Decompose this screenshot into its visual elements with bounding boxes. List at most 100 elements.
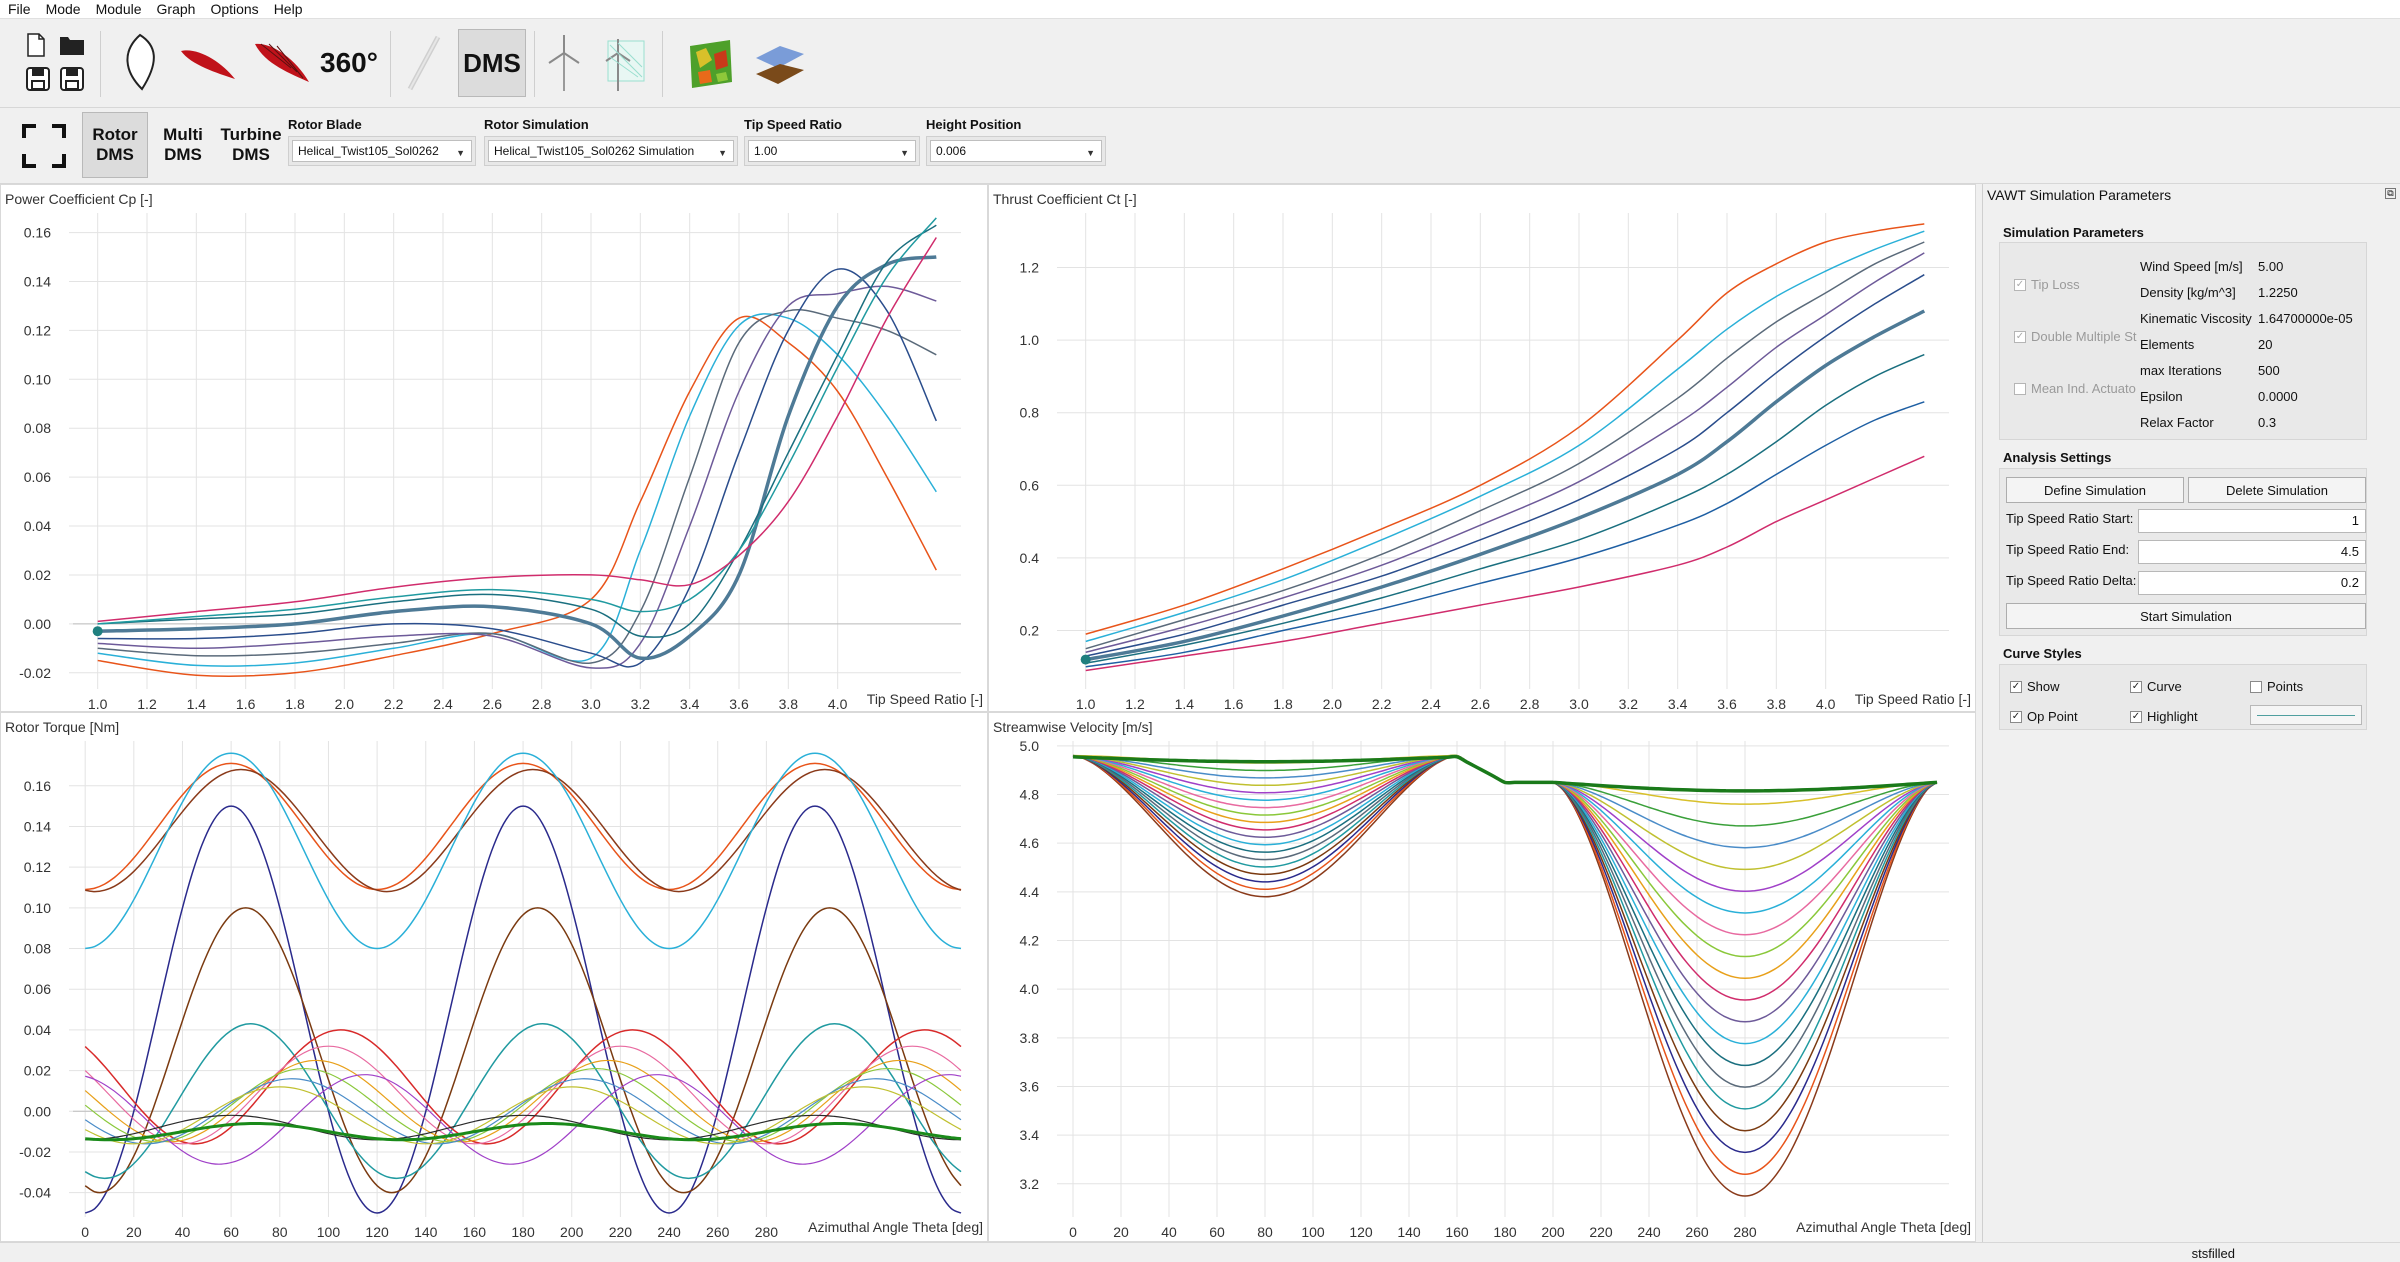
tsr-end-label: Tip Speed Ratio End:: [2006, 542, 2130, 557]
cp-x-tick-label: 1.6: [236, 696, 256, 712]
tsr-start-label: Tip Speed Ratio Start:: [2006, 511, 2134, 526]
velocity-plot-panel[interactable]: Streamwise Velocity [m/s] 0 20 40 60 80 100 12…: [988, 712, 1976, 1242]
velocity-x-axis-label: Azimuthal Angle Theta [deg]: [1796, 1219, 1971, 1235]
ct-x-tick-label: 3.2: [1619, 696, 1639, 712]
op-point-checkbox[interactable]: ✓ Op Point: [2010, 709, 2078, 724]
define-simulation-button[interactable]: Define Simulation: [2006, 477, 2184, 503]
start-simulation-button[interactable]: Start Simulation: [2006, 603, 2366, 629]
velocity-y-tick-label: 5.0: [1020, 738, 1040, 754]
cp-chart: 1.0 1.2 1.4 1.6 1.8 2.0 2.2 2.4 2.6 2.8 3.0 3.2 3.4 3…: [19, 213, 961, 712]
velocity-y-tick-label: 3.2: [1020, 1176, 1040, 1192]
hawt-turbine-icon[interactable]: [540, 29, 588, 97]
elements-value: 20: [2258, 337, 2273, 352]
menu-file[interactable]: File: [8, 1, 31, 17]
cp-y-tick-label: -0.02: [19, 665, 51, 681]
fullscreen-icon[interactable]: [14, 116, 74, 176]
new-file-icon[interactable]: [24, 31, 48, 59]
torque-y-tick-label: 0.08: [24, 941, 51, 957]
relax-factor-label: Relax Factor: [2140, 415, 2214, 430]
cp-x-tick-label: 2.4: [433, 696, 453, 712]
rotor-blade-combo: Helical_Twist105_Sol0262 ▼: [288, 136, 476, 166]
save-icon[interactable]: [24, 65, 52, 93]
tsr-start-input[interactable]: 1: [2138, 509, 2366, 533]
torque-x-tick-label: 120: [365, 1224, 389, 1240]
layer-stack-icon[interactable]: [748, 37, 810, 93]
vawt-field-icon[interactable]: [596, 29, 652, 97]
dms-button[interactable]: DMS: [458, 29, 526, 97]
tip-loss-checkbox[interactable]: ✓ Tip Loss: [2014, 277, 2080, 292]
turbine-dms-button[interactable]: Turbine DMS: [220, 125, 282, 164]
cp-x-tick-label: 3.4: [680, 696, 700, 712]
wind-speed-label: Wind Speed [m/s]: [2140, 259, 2243, 274]
cp-plot-title: Power Coefficient Cp [-]: [5, 191, 153, 207]
checkmark-icon: ✓: [2014, 330, 2026, 343]
rotor-simulation-label: Rotor Simulation: [484, 117, 589, 132]
multi-dms-button[interactable]: Multi DMS: [163, 125, 203, 164]
torque-x-tick-label: 40: [175, 1224, 191, 1240]
torque-plot-panel[interactable]: Rotor Torque [Nm] 0 20 40 60 80 100 120 140 160 1…: [0, 712, 988, 1242]
tip-loss-label: Tip Loss: [2031, 277, 2080, 292]
tsr-delta-label: Tip Speed Ratio Delta:: [2006, 573, 2137, 588]
height-position-select[interactable]: 0.006 ▼: [930, 140, 1102, 162]
ct-x-tick-label: 2.6: [1471, 696, 1491, 712]
delete-simulation-button[interactable]: Delete Simulation: [2188, 477, 2366, 503]
tsr-end-input[interactable]: 4.5: [2138, 540, 2366, 564]
torque-y-tick-label: 0.12: [24, 859, 51, 875]
velocity-x-tick-label: 280: [1733, 1224, 1757, 1240]
360-extrapolation-button[interactable]: 360°: [320, 47, 378, 78]
cp-y-tick-label: 0.02: [24, 567, 51, 583]
viscosity-value: 1.64700000e-05: [2258, 311, 2353, 326]
ct-plot-panel[interactable]: Thrust Coefficient Ct [-] 1.0 1.2 1.4 1.6 1.…: [988, 184, 1976, 712]
chevron-down-icon: ▼: [900, 148, 909, 158]
ct-y-tick-label: 1.2: [1020, 259, 1040, 275]
ct-x-tick-label: 3.4: [1668, 696, 1688, 712]
save-as-icon[interactable]: [58, 65, 86, 93]
menu-module[interactable]: Module: [95, 1, 142, 17]
rotor-simulation-select[interactable]: Helical_Twist105_Sol0262 Simulation ▼: [488, 140, 734, 162]
velocity-x-tick-label: 0: [1069, 1224, 1077, 1240]
menu-mode[interactable]: Mode: [45, 1, 81, 17]
velocity-y-tick-label: 3.6: [1020, 1078, 1040, 1094]
max-iterations-value: 500: [2258, 363, 2280, 378]
line-style-button[interactable]: [2250, 705, 2362, 725]
menu-bar: File Mode Module Graph Options Help: [0, 0, 2400, 19]
highlight-checkbox[interactable]: ✓ Highlight: [2130, 709, 2198, 724]
undock-icon[interactable]: ⧉: [2385, 188, 2396, 199]
mean-ind-checkbox[interactable]: Mean Ind. Actuato: [2014, 381, 2136, 396]
points-label: Points: [2267, 679, 2304, 694]
tip-speed-ratio-label: Tip Speed Ratio: [744, 117, 842, 132]
checkmark-icon: ✓: [2130, 710, 2142, 723]
rotor-blade-select[interactable]: Helical_Twist105_Sol0262 ▼: [292, 140, 472, 162]
points-checkbox[interactable]: Points: [2250, 679, 2303, 694]
torque-y-tick-label: -0.04: [19, 1185, 51, 1201]
open-folder-icon[interactable]: [58, 31, 86, 59]
ct-x-tick-label: 1.8: [1273, 696, 1293, 712]
curve-styles-title: Curve Styles: [2003, 646, 2082, 661]
curve-checkbox[interactable]: ✓ Curve: [2130, 679, 2182, 694]
terrain-map-icon[interactable]: [680, 35, 742, 93]
chevron-down-icon: ▼: [1086, 148, 1095, 158]
airfoil-design-icon[interactable]: [112, 29, 168, 97]
line-style-swatch: [2257, 715, 2355, 716]
menu-graph[interactable]: Graph: [156, 1, 196, 17]
rotor-dms-button[interactable]: Rotor DMS: [82, 112, 148, 178]
torque-series-line: [84, 1067, 962, 1143]
cp-plot-panel[interactable]: Power Coefficient Cp [-] 1.0 1.2 1.4 1.6 1.8…: [0, 184, 988, 712]
tip-speed-ratio-select[interactable]: 1.00 ▼: [748, 140, 916, 162]
tsr-delta-input[interactable]: 0.2: [2138, 571, 2366, 595]
velocity-highlight-line: [1072, 754, 1938, 793]
show-checkbox[interactable]: ✓ Show: [2010, 679, 2060, 694]
polar-analysis-icon[interactable]: [250, 37, 314, 87]
cp-series-line: [97, 315, 937, 677]
velocity-y-tick-label: 3.4: [1020, 1127, 1040, 1143]
chevron-down-icon: ▼: [456, 148, 465, 158]
menu-help[interactable]: Help: [273, 1, 303, 17]
module-toolbar: Rotor DMS Multi DMS Turbine DMS Rotor Bl…: [0, 108, 2400, 184]
menu-options[interactable]: Options: [210, 1, 259, 17]
double-multiple-checkbox[interactable]: ✓ Double Multiple St: [2014, 329, 2137, 344]
ct-x-tick-label: 2.2: [1372, 696, 1392, 712]
bem-icon[interactable]: [398, 29, 450, 97]
elements-label: Elements: [2140, 337, 2195, 352]
airfoil-analysis-icon[interactable]: [176, 41, 240, 85]
velocity-x-tick-label: 140: [1397, 1224, 1421, 1240]
